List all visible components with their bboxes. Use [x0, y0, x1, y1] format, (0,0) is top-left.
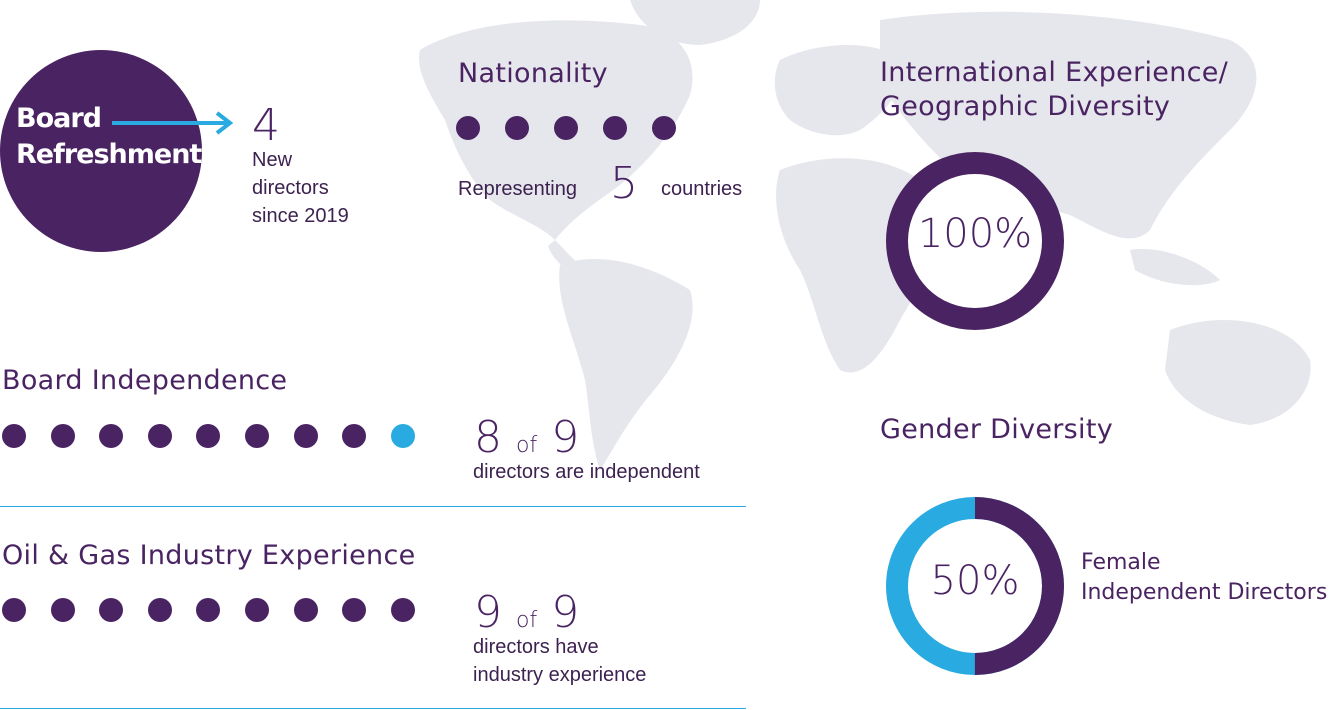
oil-gas-dot	[342, 598, 367, 622]
international-heading: International Experience/ Geographic Div…	[880, 56, 1228, 124]
oil-gas-total: 9	[551, 587, 580, 638]
board-refreshment-title-line2: Refreshment	[16, 139, 202, 170]
arrow-right-icon	[112, 111, 234, 135]
gender-value: 50%	[930, 558, 1020, 604]
board-refreshment-title: Board Refreshment	[16, 101, 202, 173]
nationality-dot	[554, 116, 578, 140]
oil-gas-heading: Oil & Gas Industry Experience	[2, 540, 416, 571]
board-refreshment-title-line1: Board	[16, 103, 102, 134]
independence-count: 8	[474, 412, 502, 463]
gender-donut-arc	[886, 497, 1064, 675]
independence-of: of	[516, 433, 538, 458]
gender-label-line2: Independent Directors	[1081, 580, 1328, 605]
new-directors-line1: New	[252, 149, 293, 171]
countries-count: 5	[610, 158, 638, 209]
nationality-dot	[456, 116, 480, 140]
board-independence-heading: Board Independence	[2, 365, 288, 396]
nationality-heading: Nationality	[458, 58, 608, 89]
international-value: 100%	[917, 211, 1033, 257]
new-directors-line2: directors	[252, 177, 329, 199]
oil-gas-dot	[244, 598, 269, 622]
oil-gas-dot	[390, 598, 415, 622]
independence-dot	[390, 424, 415, 448]
new-directors-label: New directors since 2019	[252, 146, 349, 230]
independence-dot	[342, 424, 367, 448]
gender-diversity-heading: Gender Diversity	[880, 414, 1113, 445]
nationality-dot	[505, 116, 529, 140]
oil-gas-dots	[2, 598, 415, 622]
oil-gas-dot	[147, 598, 172, 622]
oil-gas-dot	[293, 598, 318, 622]
oil-gas-caption-line2: industry experience	[473, 664, 647, 686]
international-donut	[886, 152, 1064, 330]
countries-label: countries	[661, 178, 743, 200]
new-directors-count: 4	[252, 100, 280, 151]
international-heading-line1: International Experience/	[880, 57, 1229, 88]
independence-dot	[50, 424, 75, 448]
oil-gas-dot	[2, 598, 26, 622]
independence-fraction: 8 of 9	[474, 412, 579, 463]
independence-dot	[99, 424, 124, 448]
international-donut-ring	[886, 152, 1064, 330]
independence-dot	[2, 424, 26, 448]
oil-gas-count: 9	[474, 587, 502, 638]
independence-dot	[244, 424, 269, 448]
independence-dot	[196, 424, 221, 448]
gender-label-line1: Female	[1081, 550, 1161, 575]
oil-gas-dot	[99, 598, 124, 622]
representing-label: Representing	[458, 178, 577, 200]
oil-gas-caption-line1: directors have	[473, 636, 599, 658]
divider-2	[0, 708, 746, 709]
gender-donut	[886, 497, 1064, 675]
board-refreshment-circle	[0, 50, 202, 252]
independence-caption: directors are independent	[473, 461, 700, 483]
independence-dot	[147, 424, 172, 448]
oil-gas-fraction: 9 of 9	[474, 587, 579, 638]
gender-label: Female Independent Directors	[1081, 548, 1327, 608]
nationality-dot	[603, 116, 627, 140]
independence-total: 9	[551, 412, 580, 463]
international-heading-line2: Geographic Diversity	[880, 91, 1171, 122]
divider-1	[0, 506, 746, 507]
independence-dots	[2, 424, 415, 448]
new-directors-line3: since 2019	[252, 205, 349, 227]
independence-dot	[293, 424, 318, 448]
oil-gas-dot	[50, 598, 75, 622]
oil-gas-dot	[196, 598, 221, 622]
nationality-dot	[652, 116, 676, 140]
oil-gas-of: of	[516, 608, 538, 633]
oil-gas-caption: directors have industry experience	[473, 633, 646, 689]
nationality-dots	[456, 116, 676, 140]
